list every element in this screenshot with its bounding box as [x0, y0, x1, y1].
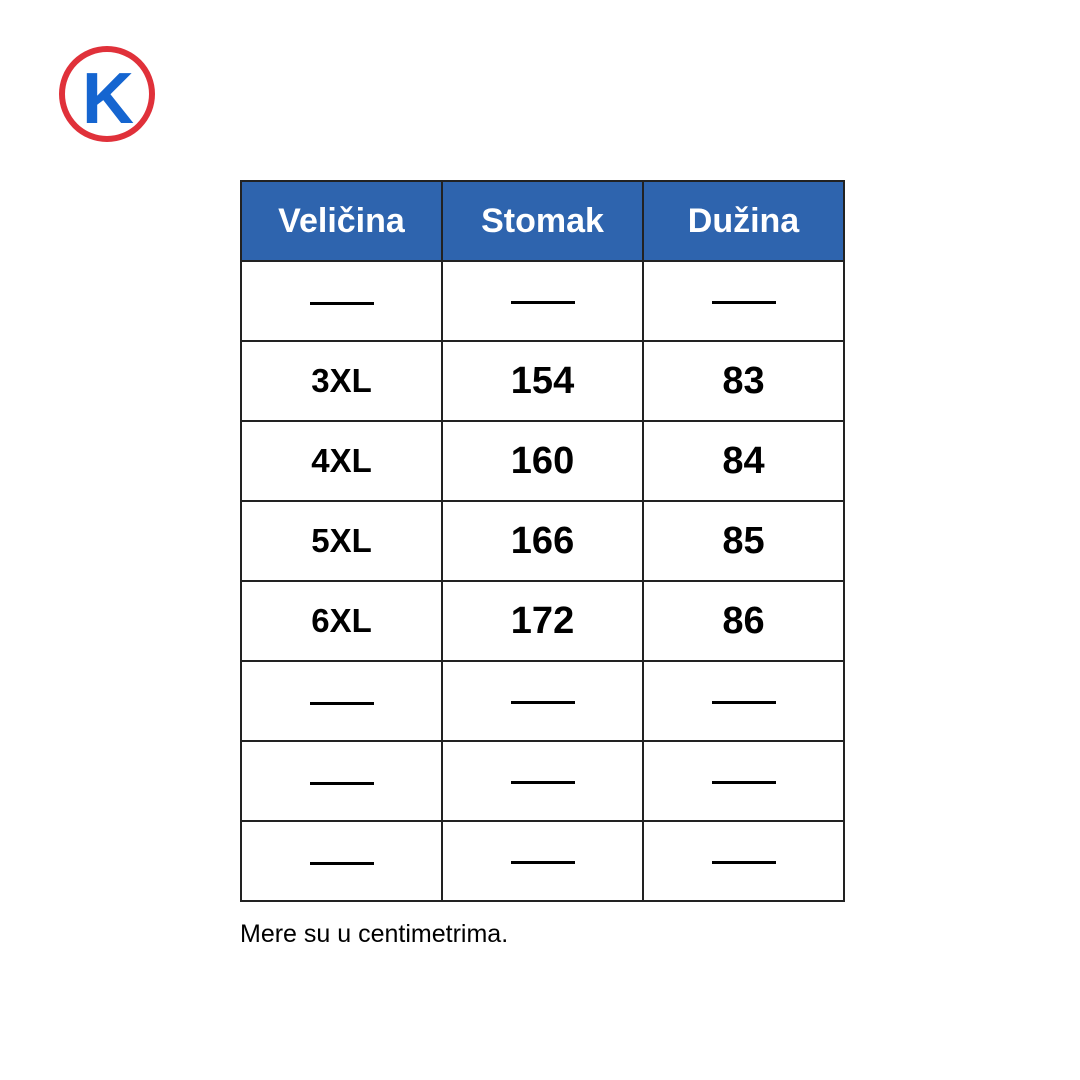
length-cell [642, 660, 845, 742]
length-cell: 84 [642, 420, 845, 502]
table-row [240, 820, 845, 902]
table-row: 5XL 166 85 [240, 500, 845, 582]
empty-dash [510, 300, 575, 304]
length-cell [642, 260, 845, 342]
stomach-cell: 154 [441, 340, 644, 422]
size-table: Veličina Stomak Dužina 3XL 154 83 4XL 160 84 5… [240, 180, 845, 902]
empty-dash [711, 860, 776, 864]
table-header-row: Veličina Stomak Dužina [240, 180, 845, 262]
table-row: 4XL 160 84 [240, 420, 845, 502]
table-row [240, 660, 845, 742]
stomach-cell [441, 740, 644, 822]
table-row: 3XL 154 83 [240, 340, 845, 422]
svg-text:K: K [82, 59, 134, 139]
empty-dash [309, 701, 374, 705]
size-cell: 6XL [240, 580, 443, 662]
size-cell [240, 740, 443, 822]
stomach-cell [441, 660, 644, 742]
empty-dash [510, 780, 575, 784]
stomach-cell [441, 820, 644, 902]
empty-dash [711, 700, 776, 704]
size-cell [240, 660, 443, 742]
size-cell: 3XL [240, 340, 443, 422]
empty-dash [309, 301, 374, 305]
empty-dash [711, 300, 776, 304]
stomach-cell: 166 [441, 500, 644, 582]
length-cell: 83 [642, 340, 845, 422]
empty-dash [510, 860, 575, 864]
length-cell: 85 [642, 500, 845, 582]
k-logo-icon: K [59, 46, 155, 142]
header-size: Veličina [240, 180, 443, 262]
size-cell: 5XL [240, 500, 443, 582]
table-row: 6XL 172 86 [240, 580, 845, 662]
size-cell [240, 820, 443, 902]
table-row [240, 260, 845, 342]
table-row [240, 740, 845, 822]
length-cell [642, 820, 845, 902]
brand-logo: K [58, 45, 156, 143]
caption-note: Mere su u centimetrima. [240, 920, 509, 948]
header-stomach: Stomak [441, 180, 644, 262]
empty-dash [309, 781, 374, 785]
header-length: Dužina [642, 180, 845, 262]
empty-dash [309, 861, 374, 865]
size-cell: 4XL [240, 420, 443, 502]
stomach-cell: 160 [441, 420, 644, 502]
empty-dash [711, 780, 776, 784]
stomach-cell: 172 [441, 580, 644, 662]
stomach-cell [441, 260, 644, 342]
length-cell [642, 740, 845, 822]
length-cell: 86 [642, 580, 845, 662]
size-cell [240, 260, 443, 342]
empty-dash [510, 700, 575, 704]
